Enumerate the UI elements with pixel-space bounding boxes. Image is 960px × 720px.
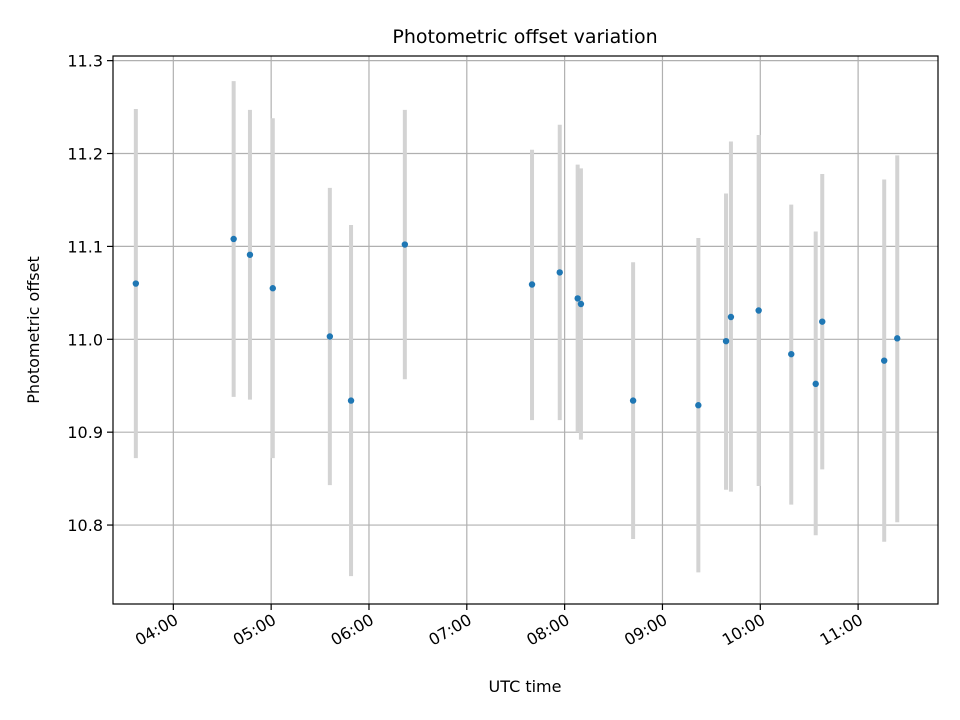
data-point [326,333,334,340]
data-point [819,318,826,325]
data-point [401,241,409,248]
y-tick-label: 11.0 [67,330,103,349]
data-point [722,337,730,345]
data-point [727,313,735,321]
plot-frame [112,55,939,605]
y-tick-label: 11.1 [67,237,103,256]
data-point [269,285,276,292]
y-tick-label: 11.2 [67,145,103,164]
data-point [894,335,901,342]
y-axis: 10.8 10.9 11.0 11.1 11.2 11.3 [67,52,113,535]
y-tick-label: 10.9 [67,423,103,442]
data-point [577,300,585,308]
data-point [528,281,536,288]
data-point [755,307,762,314]
data-point [629,397,637,404]
y-tick-label: 10.8 [67,516,103,535]
data-point [347,397,355,404]
data-point [812,380,819,388]
data-point [880,357,888,364]
chart-title: Photometric offset variation [392,26,657,48]
data-point [246,251,254,258]
data-point [695,402,702,409]
x-axis-label: UTC time [489,677,562,696]
y-tick-label: 11.3 [67,52,103,71]
data-point [788,350,795,358]
data-points [132,235,901,409]
data-point [574,295,581,302]
data-point [556,269,563,276]
data-point [132,280,140,287]
data-point [230,235,237,243]
y-axis-label: Photometric offset [24,256,43,404]
